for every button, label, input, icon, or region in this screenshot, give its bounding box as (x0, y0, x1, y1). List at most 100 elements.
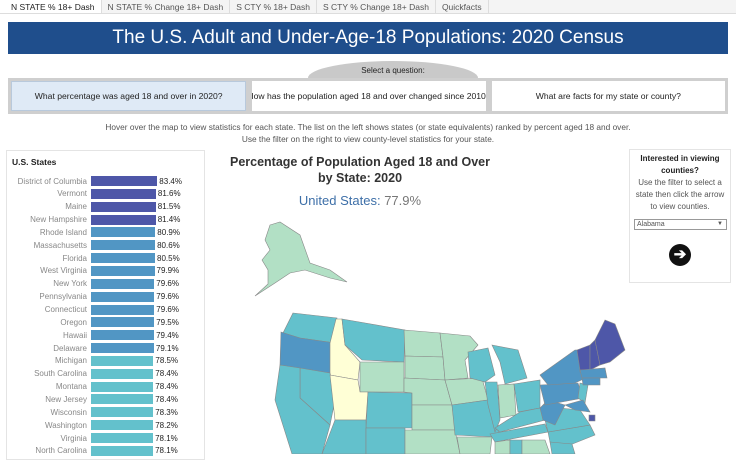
state-ak[interactable] (254, 221, 348, 297)
state-name: Delaware (53, 343, 87, 353)
state-sc[interactable] (549, 441, 576, 454)
state-name: Rhode Island (39, 227, 87, 237)
state-va[interactable] (544, 407, 591, 433)
state-row[interactable]: Pennsylvania 79.6% (7, 291, 179, 302)
state-row[interactable]: Rhode Island 80.9% (7, 227, 180, 238)
state-md[interactable] (564, 399, 591, 413)
state-il[interactable] (484, 381, 501, 433)
state-row[interactable]: Montana 78.4% (7, 381, 178, 392)
us-label: United States: (298, 193, 381, 208)
tab-s-cty-18[interactable]: S CTY % 18+ Dash (230, 0, 318, 13)
state-name: Hawaii (62, 330, 87, 340)
state-or[interactable] (279, 331, 336, 374)
state-az[interactable] (321, 419, 367, 454)
state-row[interactable]: Wisconsin 78.3% (7, 407, 178, 418)
state-row[interactable]: Virginia 78.1% (7, 433, 178, 443)
state-row[interactable]: Michigan 78.5% (7, 355, 178, 366)
state-row[interactable]: New York 79.6% (7, 278, 179, 289)
state-ar[interactable] (456, 436, 493, 454)
state-mt[interactable] (341, 318, 406, 363)
state-name: Michigan (54, 356, 87, 366)
state-ny[interactable] (539, 349, 591, 386)
state-row[interactable]: South Carolina 78.4% (7, 368, 178, 379)
state-al[interactable] (509, 439, 523, 454)
state-bar (91, 201, 156, 212)
state-nm[interactable] (365, 427, 406, 454)
state-row[interactable]: West Virginia 79.9% (7, 265, 179, 276)
state-in[interactable] (497, 383, 517, 419)
state-value: 80.9% (157, 227, 180, 237)
state-row[interactable]: Massachusetts 80.6% (7, 240, 180, 251)
state-nv[interactable] (299, 367, 336, 426)
state-bar (91, 176, 158, 186)
question-prompt: Select a question: (308, 61, 478, 78)
us-value: 77.9% (384, 193, 422, 208)
state-ga[interactable] (521, 439, 551, 454)
state-nd[interactable] (403, 329, 444, 358)
state-ca[interactable] (274, 364, 331, 454)
state-wi[interactable] (467, 347, 496, 383)
us-total: United States: 77.9% (230, 193, 490, 208)
state-ne[interactable] (403, 377, 453, 406)
state-ia[interactable] (444, 377, 489, 406)
state-ks[interactable] (411, 404, 456, 431)
state-ut[interactable] (329, 374, 369, 421)
tab-s-cty-change[interactable]: S CTY % Change 18+ Dash (317, 0, 436, 13)
state-name: South Carolina (34, 369, 87, 379)
state-row[interactable]: Florida 80.5% (7, 253, 180, 264)
state-co[interactable] (365, 391, 413, 429)
state-nj[interactable] (577, 382, 589, 404)
state-row[interactable]: Maine 81.5% (7, 201, 180, 212)
state-ct[interactable] (581, 377, 601, 386)
question-change-since-2010[interactable]: How has the population aged 18 and over … (252, 81, 486, 111)
state-row[interactable]: District of Columbia 83.4% (7, 176, 182, 186)
state-me[interactable] (594, 319, 626, 366)
map-title-line-2: by State: 2020 (317, 171, 403, 185)
question-facts[interactable]: What are facts for my state or county? (491, 81, 725, 111)
state-row[interactable]: Hawaii 79.4% (7, 330, 179, 341)
state-name: Washington (45, 420, 87, 430)
state-value: 78.4% (155, 369, 178, 379)
page-title: The U.S. Adult and Under-Age-18 Populati… (8, 22, 728, 54)
state-bar (91, 291, 155, 302)
tab-n-state-change[interactable]: N STATE % Change 18+ Dash (102, 0, 231, 13)
state-row[interactable]: Washington 78.2% (7, 420, 178, 431)
state-wa[interactable] (282, 312, 338, 344)
state-vt[interactable] (576, 344, 591, 371)
state-row[interactable]: Connecticut 79.6% (7, 304, 179, 315)
state-sd[interactable] (404, 355, 446, 381)
state-nc[interactable] (547, 424, 596, 446)
state-row[interactable]: Oregon 79.5% (7, 317, 179, 328)
state-bar (91, 227, 156, 238)
state-pa[interactable] (539, 382, 584, 406)
state-oh[interactable] (513, 379, 541, 413)
state-name: Florida (62, 253, 87, 263)
state-row[interactable]: New Jersey 78.4% (7, 394, 178, 405)
state-value: 83.4% (159, 176, 182, 186)
state-row[interactable]: North Carolina 78.1% (7, 445, 178, 456)
state-row[interactable]: Vermont 81.6% (7, 188, 181, 199)
state-wy[interactable] (359, 361, 405, 393)
tab-n-state-18[interactable]: N STATE % 18+ Dash (0, 0, 102, 13)
question-percent-18[interactable]: What percentage was aged 18 and over in … (11, 81, 247, 111)
state-dropdown[interactable]: Alabama ▼ (634, 219, 727, 230)
state-tn[interactable] (489, 423, 549, 443)
state-wv[interactable] (539, 399, 566, 426)
state-ky[interactable] (494, 407, 546, 433)
state-dc[interactable] (588, 414, 596, 422)
state-name: New York (53, 279, 87, 289)
arrow-right-circle-icon[interactable]: ➔ (669, 244, 691, 266)
state-ma[interactable] (579, 367, 608, 379)
tab-quickfacts[interactable]: Quickfacts (436, 0, 489, 13)
state-id[interactable] (329, 318, 361, 381)
state-mi[interactable] (491, 344, 528, 385)
state-mo[interactable] (451, 399, 501, 438)
state-ok[interactable] (404, 429, 461, 454)
instruction-line-2: Use the filter on the right to view coun… (241, 134, 495, 144)
state-row[interactable]: New Hampshire 81.4% (7, 214, 180, 225)
state-mn[interactable] (439, 332, 479, 381)
state-value: 79.4% (156, 330, 179, 340)
state-nh[interactable] (589, 339, 601, 371)
state-row[interactable]: Delaware 79.1% (7, 343, 179, 354)
state-ms[interactable] (494, 439, 511, 454)
